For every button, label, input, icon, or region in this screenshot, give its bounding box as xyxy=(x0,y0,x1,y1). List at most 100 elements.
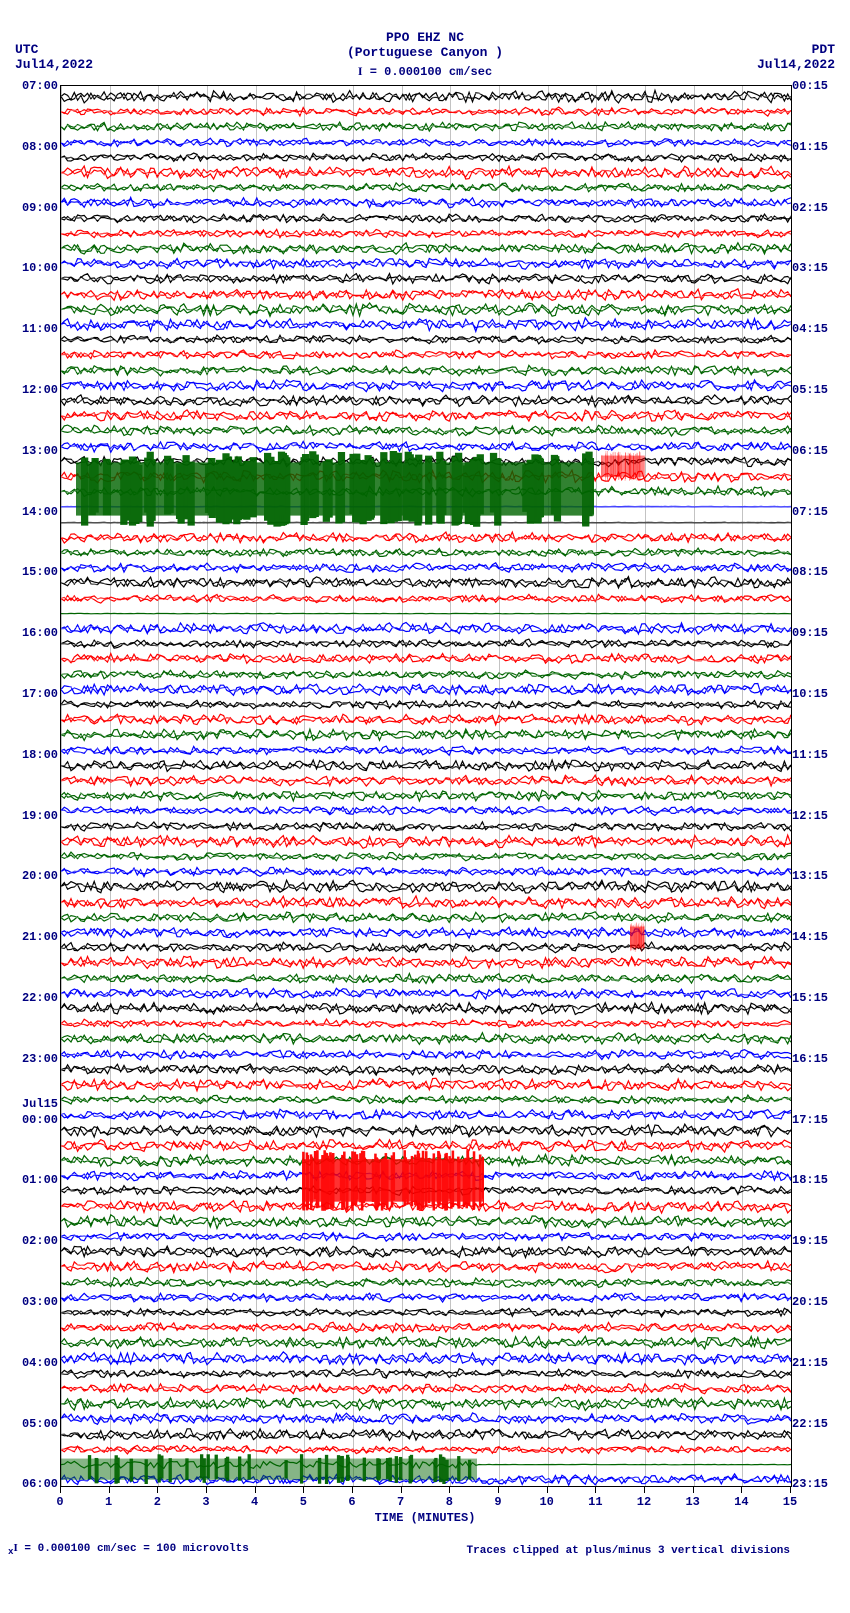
x-tick-label: 2 xyxy=(154,1495,161,1509)
plot-container: 07:0008:0009:0010:0011:0012:0013:0014:00… xyxy=(0,85,850,1527)
right-date: Jul14,2022 xyxy=(757,57,835,72)
location-title: (Portuguese Canyon ) xyxy=(0,45,850,60)
left-time-label: 18:00 xyxy=(22,748,58,762)
right-time-label: 16:15 xyxy=(792,1052,828,1066)
right-time-label: 08:15 xyxy=(792,565,828,579)
right-time-label: 04:15 xyxy=(792,322,828,336)
left-time-label: 08:00 xyxy=(22,140,58,154)
x-tick-label: 14 xyxy=(734,1495,748,1509)
right-time-label: 23:15 xyxy=(792,1477,828,1491)
right-time-label: 02:15 xyxy=(792,201,828,215)
right-time-label: 09:15 xyxy=(792,626,828,640)
x-tick xyxy=(157,1487,158,1493)
left-time-label: 22:00 xyxy=(22,991,58,1005)
x-tick xyxy=(790,1487,791,1493)
x-tick xyxy=(741,1487,742,1493)
right-time-label: 14:15 xyxy=(792,930,828,944)
seismic-event xyxy=(630,922,645,952)
seismic-event xyxy=(302,1150,485,1211)
scale-note: I = 0.000100 cm/sec xyxy=(0,64,850,79)
right-time-axis: 00:1501:1502:1503:1504:1505:1506:1507:15… xyxy=(792,85,840,1485)
header-right: PDT Jul14,2022 xyxy=(757,42,835,72)
left-time-label: 13:00 xyxy=(22,444,58,458)
left-timezone: UTC xyxy=(15,42,93,57)
left-time-label: 10:00 xyxy=(22,261,58,275)
right-time-label: 07:15 xyxy=(792,505,828,519)
x-tick xyxy=(498,1487,499,1493)
x-tick-label: 7 xyxy=(397,1495,404,1509)
right-timezone: PDT xyxy=(757,42,835,57)
x-tick xyxy=(255,1487,256,1493)
seismic-event xyxy=(61,1454,477,1484)
x-tick xyxy=(401,1487,402,1493)
x-tick-label: 13 xyxy=(685,1495,699,1509)
gridline-vertical xyxy=(791,86,792,1486)
x-tick-label: 11 xyxy=(588,1495,602,1509)
x-axis: TIME (MINUTES) 0123456789101112131415 xyxy=(60,1487,790,1527)
footer-scale: xI = 0.000100 cm/sec = 100 microvolts xyxy=(8,1542,249,1557)
x-tick-label: 3 xyxy=(202,1495,209,1509)
right-time-label: 11:15 xyxy=(792,748,828,762)
x-tick-label: 5 xyxy=(300,1495,307,1509)
right-time-label: 15:15 xyxy=(792,991,828,1005)
x-tick-label: 10 xyxy=(539,1495,553,1509)
left-time-label: 04:00 xyxy=(22,1356,58,1370)
left-time-label: 01:00 xyxy=(22,1173,58,1187)
right-time-label: 05:15 xyxy=(792,383,828,397)
x-tick-label: 15 xyxy=(783,1495,797,1509)
right-time-label: 10:15 xyxy=(792,687,828,701)
left-time-label: 14:00 xyxy=(22,505,58,519)
x-tick xyxy=(449,1487,450,1493)
right-time-label: 21:15 xyxy=(792,1356,828,1370)
left-time-label: 21:00 xyxy=(22,930,58,944)
x-tick-label: 6 xyxy=(348,1495,355,1509)
x-tick-label: 0 xyxy=(56,1495,63,1509)
x-tick-label: 9 xyxy=(494,1495,501,1509)
footer: xI = 0.000100 cm/sec = 100 microvolts Tr… xyxy=(0,1527,850,1567)
header-left: UTC Jul14,2022 xyxy=(15,42,93,72)
station-title: PPO EHZ NC xyxy=(0,30,850,45)
seismic-event xyxy=(76,451,594,527)
x-tick xyxy=(206,1487,207,1493)
left-time-label: 12:00 xyxy=(22,383,58,397)
left-time-label: 16:00 xyxy=(22,626,58,640)
x-tick xyxy=(595,1487,596,1493)
right-time-label: 18:15 xyxy=(792,1173,828,1187)
left-time-label: 03:00 xyxy=(22,1295,58,1309)
left-time-label: 00:00 xyxy=(22,1113,58,1127)
right-time-label: 20:15 xyxy=(792,1295,828,1309)
left-time-label: 19:00 xyxy=(22,809,58,823)
x-tick-label: 1 xyxy=(105,1495,112,1509)
seismic-event xyxy=(601,451,645,481)
x-tick xyxy=(644,1487,645,1493)
left-time-label: 09:00 xyxy=(22,201,58,215)
x-axis-title: TIME (MINUTES) xyxy=(375,1511,476,1525)
right-time-label: 19:15 xyxy=(792,1234,828,1248)
x-tick xyxy=(693,1487,694,1493)
x-tick-label: 4 xyxy=(251,1495,258,1509)
left-time-label: 06:00 xyxy=(22,1477,58,1491)
x-tick xyxy=(303,1487,304,1493)
left-time-label: 20:00 xyxy=(22,869,58,883)
x-tick xyxy=(352,1487,353,1493)
right-time-label: 06:15 xyxy=(792,444,828,458)
right-time-label: 12:15 xyxy=(792,809,828,823)
left-time-label: 02:00 xyxy=(22,1234,58,1248)
x-tick-label: 8 xyxy=(446,1495,453,1509)
right-time-label: 17:15 xyxy=(792,1113,828,1127)
right-time-label: 13:15 xyxy=(792,869,828,883)
left-date: Jul14,2022 xyxy=(15,57,93,72)
left-time-label: 23:00 xyxy=(22,1052,58,1066)
left-time-axis: 07:0008:0009:0010:0011:0012:0013:0014:00… xyxy=(10,85,58,1485)
right-time-label: 01:15 xyxy=(792,140,828,154)
left-time-label: 11:00 xyxy=(22,322,58,336)
left-time-label: 05:00 xyxy=(22,1417,58,1431)
left-time-label: 17:00 xyxy=(22,687,58,701)
left-time-label: Jul15 xyxy=(22,1097,58,1111)
left-time-label: 15:00 xyxy=(22,565,58,579)
x-tick-label: 12 xyxy=(637,1495,651,1509)
header: UTC Jul14,2022 PPO EHZ NC (Portuguese Ca… xyxy=(0,0,850,85)
left-time-label: 07:00 xyxy=(22,79,58,93)
x-tick xyxy=(547,1487,548,1493)
right-time-label: 03:15 xyxy=(792,261,828,275)
